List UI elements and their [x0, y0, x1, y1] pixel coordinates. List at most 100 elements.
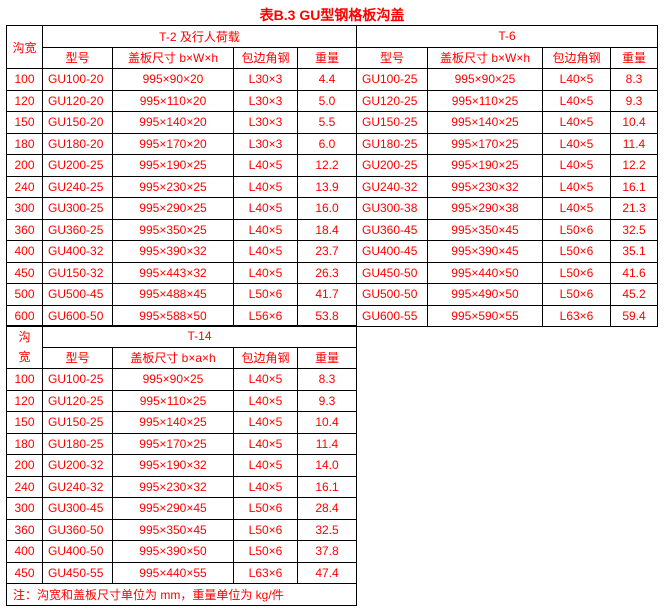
header-angle: 包边角钢 — [233, 46, 298, 69]
cell-trench-width: 200 — [6, 454, 43, 477]
cell-size: 995×230×25 — [112, 175, 234, 198]
table-row: 200 GU200-25 995×190×25 L40×5 12.2 GU200-25 99… — [6, 154, 658, 177]
cell-model: GU200-25 — [356, 154, 428, 177]
cell-model: GU300-45 — [42, 497, 113, 520]
cell-weight: 59.4 — [610, 304, 658, 327]
cell-weight: 9.3 — [297, 389, 357, 412]
cell-angle-steel: L63×6 — [233, 561, 298, 584]
cell-weight: 32.5 — [610, 218, 658, 241]
cell-angle-steel: L50×6 — [542, 261, 611, 284]
cell-size: 995×230×32 — [112, 475, 234, 498]
cell-weight: 13.9 — [297, 175, 357, 198]
cell-angle-steel: L50×6 — [233, 540, 298, 563]
cell-size: 995×110×25 — [427, 89, 543, 112]
cell-size: 995×90×20 — [112, 68, 234, 91]
cell-trench-width: 150 — [6, 111, 43, 134]
cell-model: GU180-25 — [42, 432, 113, 455]
cell-size: 995×443×32 — [112, 261, 234, 284]
table-row: 120 GU120-20 995×110×20 L30×3 5.0 GU120-25 995… — [6, 89, 658, 112]
cell-angle-steel: L40×5 — [542, 68, 611, 91]
cell-weight: 23.7 — [297, 240, 357, 263]
group-header-t14: T-14 — [42, 325, 357, 348]
cell-model: GU450-55 — [42, 561, 113, 584]
cell-trench-width: 360 — [6, 218, 43, 241]
header-trench-top: 沟 — [18, 330, 31, 344]
cell-angle-steel: L40×5 — [233, 261, 298, 284]
cell-weight: 11.4 — [297, 432, 357, 455]
cell-model: GU300-25 — [42, 197, 113, 220]
cell-size: 995×230×32 — [427, 175, 543, 198]
cell-angle-steel: L40×5 — [233, 197, 298, 220]
cell-angle-steel: L40×5 — [233, 218, 298, 241]
table-row: 400 GU400-50 995×390×50 L50×6 37.8 — [6, 540, 357, 563]
cell-angle-steel: L50×6 — [542, 283, 611, 306]
cell-size: 995×170×25 — [427, 132, 543, 155]
cell-model: GU180-20 — [42, 132, 113, 155]
cell-size: 995×350×25 — [112, 218, 234, 241]
cell-weight: 4.4 — [297, 68, 357, 91]
header-weight: 重量 — [610, 46, 658, 69]
group-header-t6: T-6 — [356, 25, 658, 48]
cell-weight: 16.1 — [610, 175, 658, 198]
cell-angle-steel: L40×5 — [233, 475, 298, 498]
cell-size: 995×350×45 — [427, 218, 543, 241]
cell-model: GU240-32 — [356, 175, 428, 198]
cell-angle-steel: L40×5 — [542, 89, 611, 112]
cell-trench-width: 180 — [6, 432, 43, 455]
cell-weight: 8.3 — [610, 68, 658, 91]
cell-weight: 12.2 — [610, 154, 658, 177]
cell-model: GU200-32 — [42, 454, 113, 477]
cell-model: GU150-32 — [42, 261, 113, 284]
cell-size: 995×290×45 — [112, 497, 234, 520]
cell-weight: 10.4 — [610, 111, 658, 134]
page-title: 表B.3 GU型钢格板沟盖 — [259, 7, 405, 23]
table-row: 180 GU180-25 995×170×25 L40×5 11.4 — [6, 432, 357, 455]
cell-model: GU500-50 — [356, 283, 428, 306]
cell-angle-steel: L40×5 — [233, 240, 298, 263]
cell-size: 995×588×50 — [112, 304, 234, 327]
header-model: 型号 — [42, 346, 113, 369]
cell-size: 995×140×20 — [112, 111, 234, 134]
cell-model: GU150-25 — [42, 411, 113, 434]
cell-trench-width: 240 — [6, 175, 43, 198]
header-weight: 重量 — [297, 346, 357, 369]
cell-size: 995×90×25 — [112, 368, 234, 391]
cell-size: 995×190×25 — [112, 154, 234, 177]
cell-size: 995×488×45 — [112, 283, 234, 306]
cell-angle-steel: L40×5 — [542, 154, 611, 177]
cell-angle-steel: L30×3 — [233, 132, 298, 155]
cell-model: GU500-45 — [42, 283, 113, 306]
cell-weight: 41.7 — [297, 283, 357, 306]
header-trench-width: 沟宽 — [6, 25, 43, 69]
cell-size: 995×440×55 — [112, 561, 234, 584]
table-row: 450 GU450-55 995×440×55 L63×6 47.4 — [6, 561, 357, 584]
table-t2-t6: 沟宽 T-2 及行人荷载 T-6 型号 盖板尺寸 b×W×h 包边角钢 重量 型… — [6, 25, 658, 327]
cell-weight: 16.1 — [297, 475, 357, 498]
table-note: 注：沟宽和盖板尺寸单位为 mm，重量单位为 kg/件 — [6, 583, 357, 606]
table-row: 360 GU360-25 995×350×25 L40×5 18.4 GU360-45 99… — [6, 218, 658, 241]
cell-angle-steel: L50×6 — [233, 497, 298, 520]
table-row: 240 GU240-32 995×230×32 L40×5 16.1 — [6, 475, 357, 498]
cell-trench-width: 450 — [6, 561, 43, 584]
cell-weight: 18.4 — [297, 218, 357, 241]
cell-size: 995×190×32 — [112, 454, 234, 477]
cell-weight: 37.8 — [297, 540, 357, 563]
cell-angle-steel: L40×5 — [542, 197, 611, 220]
table-row: 450 GU150-32 995×443×32 L40×5 26.3 GU450-50 99… — [6, 261, 658, 284]
cell-size: 995×140×25 — [112, 411, 234, 434]
table-row: 240 GU240-25 995×230×25 L40×5 13.9 GU240-32 99… — [6, 175, 658, 198]
cell-angle-steel: L50×6 — [542, 240, 611, 263]
cell-model: GU300-38 — [356, 197, 428, 220]
cell-weight: 12.2 — [297, 154, 357, 177]
cell-size: 995×490×50 — [427, 283, 543, 306]
cell-weight: 10.4 — [297, 411, 357, 434]
cell-angle-steel: L30×3 — [233, 68, 298, 91]
cell-angle-steel: L40×5 — [542, 175, 611, 198]
cell-angle-steel: L40×5 — [233, 454, 298, 477]
cell-weight: 6.0 — [297, 132, 357, 155]
cell-angle-steel: L40×5 — [233, 432, 298, 455]
cell-trench-width: 360 — [6, 518, 43, 541]
header-size: 盖板尺寸 b×W×h — [427, 46, 543, 69]
cell-size: 995×90×25 — [427, 68, 543, 91]
header-model: 型号 — [356, 46, 428, 69]
